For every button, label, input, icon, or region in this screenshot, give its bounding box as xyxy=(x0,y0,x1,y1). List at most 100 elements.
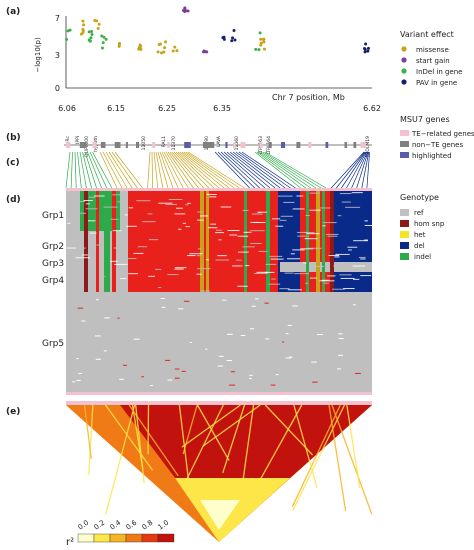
genotype-speck xyxy=(76,379,81,381)
legend-label-het: het xyxy=(414,231,426,239)
genotype-speck xyxy=(148,239,159,241)
connector-line xyxy=(157,151,169,189)
genotype-speck xyxy=(226,333,233,335)
genotype-speck xyxy=(141,376,144,378)
variant-point xyxy=(93,19,97,23)
variant-point xyxy=(100,34,104,38)
ld-top-strip xyxy=(66,401,372,405)
genotype-speck xyxy=(206,194,217,196)
variant-point xyxy=(96,26,100,30)
connector-line xyxy=(366,151,370,189)
genotype-speck xyxy=(165,203,177,205)
genotype-speck xyxy=(137,246,148,248)
genotype-speck xyxy=(205,348,208,350)
ld-stripe xyxy=(83,404,92,460)
genotype-speck xyxy=(311,361,317,363)
genotype-speck xyxy=(167,274,179,276)
connector-line xyxy=(147,151,151,189)
genotype-speck xyxy=(197,248,202,250)
genotype-speck xyxy=(287,325,292,327)
variant-point xyxy=(175,49,179,53)
connector-line xyxy=(111,151,138,189)
ld-low-block xyxy=(200,500,240,530)
variant-point xyxy=(81,27,85,31)
genotype-speck xyxy=(321,279,330,281)
genotype-speck xyxy=(305,282,309,284)
genotype-speck xyxy=(323,282,329,284)
variant-point xyxy=(173,45,177,49)
genotype-speck xyxy=(95,358,101,360)
genotype-speck xyxy=(279,219,287,221)
genotype-speck xyxy=(133,252,144,254)
connector-line xyxy=(163,151,184,189)
connector-line xyxy=(92,151,113,189)
gene-box xyxy=(79,142,87,148)
legend-swatch-non-te xyxy=(400,141,409,147)
genotype-speck xyxy=(309,209,321,211)
genotype-speck xyxy=(199,215,209,217)
gene-box xyxy=(353,142,357,148)
genotype-speck xyxy=(77,212,87,214)
ld-stripe xyxy=(182,404,198,455)
genotype-speck xyxy=(334,256,340,258)
genotype-speck xyxy=(83,200,93,202)
legend-swatch-highlighted xyxy=(400,152,409,158)
variant-point xyxy=(262,37,266,41)
variant-point xyxy=(81,19,85,23)
genotype-speck xyxy=(200,290,210,292)
connector-line xyxy=(235,151,286,189)
connector-line xyxy=(87,151,103,189)
genotype-speck xyxy=(285,333,289,335)
genotype-speck xyxy=(215,229,222,231)
genotype-speck xyxy=(264,302,269,304)
gene-name-label: 11370 xyxy=(171,136,177,150)
genotype-speck xyxy=(352,265,365,267)
genotype-speck xyxy=(158,202,173,204)
genotype-speck xyxy=(339,274,352,276)
genotype-speck xyxy=(352,304,356,306)
connector-line xyxy=(264,151,327,189)
variant-point xyxy=(366,46,370,50)
genotype-speck xyxy=(364,220,368,222)
genotype-speck xyxy=(118,261,123,263)
genotype-speck xyxy=(66,247,76,249)
connector-line xyxy=(77,151,82,189)
genotype-speck xyxy=(205,259,209,261)
genotype-speck xyxy=(89,196,96,198)
connector-line xyxy=(185,151,240,189)
connector-line xyxy=(177,151,220,189)
panel-c-label: (c) xyxy=(6,158,20,168)
genotype-speck xyxy=(160,297,165,299)
variant-point xyxy=(257,48,261,52)
genotype-speck xyxy=(256,271,269,273)
gene-name-label: RAL1 xyxy=(161,136,167,148)
genotype-speck xyxy=(197,268,211,270)
genotype-column xyxy=(330,191,334,292)
variant-point xyxy=(221,36,225,40)
genotype-speck xyxy=(229,384,236,386)
genotype-speck xyxy=(249,374,253,376)
del-block xyxy=(334,191,372,292)
genotype-speck xyxy=(161,306,166,308)
ld-stripe xyxy=(222,404,246,474)
genotype-speck xyxy=(133,338,140,340)
genotype-speck xyxy=(112,230,122,232)
genotype-speck xyxy=(72,381,76,383)
gene-box xyxy=(233,142,236,148)
variant-point xyxy=(66,29,70,33)
genotype-speck xyxy=(236,259,242,261)
genotype-speck xyxy=(196,255,202,257)
group-label-grp1: Grp1 xyxy=(42,211,64,221)
connector-line xyxy=(151,151,154,189)
genotype-speck xyxy=(87,220,96,222)
genotype-speck xyxy=(185,226,190,228)
genotype-speck xyxy=(168,199,183,201)
genotype-speck xyxy=(242,246,255,248)
genotype-speck xyxy=(310,277,317,279)
variant-point xyxy=(164,40,168,44)
genotype-speck xyxy=(252,213,263,215)
y-tick-0: 0 xyxy=(55,84,60,93)
genotype-speck xyxy=(147,213,153,215)
genotype-speck xyxy=(103,350,107,352)
genotype-speck xyxy=(157,287,162,289)
